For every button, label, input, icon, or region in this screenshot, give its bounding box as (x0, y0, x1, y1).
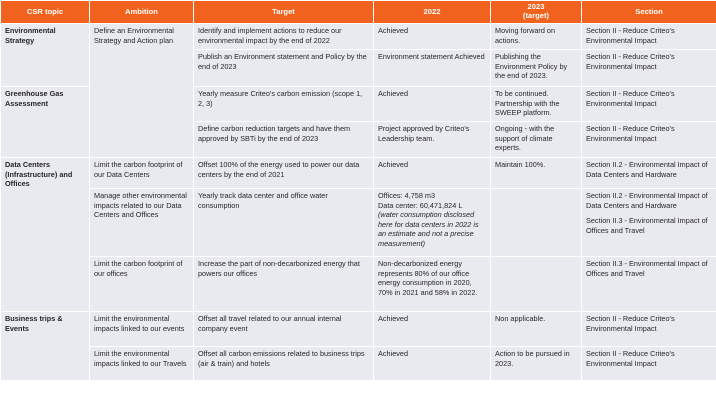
header-ambition: Ambition (90, 1, 193, 23)
header-target: Target (194, 1, 373, 23)
section-cell: Section II - Reduce Criteo's Environment… (582, 347, 716, 380)
section-offices-travel: Section II.3 - Environmental Impact of O… (586, 216, 708, 235)
status-2022-cell: Achieved (374, 87, 490, 121)
target-cell: Offset all travel related to our annual … (194, 312, 373, 346)
section-cell: Section II.3 - Environmental Impact of O… (582, 257, 716, 311)
target-cell: Offset all carbon emissions related to b… (194, 347, 373, 380)
section-cell: Section II - Reduce Criteo's Environment… (582, 312, 716, 346)
status-2022-cell: Environment statement Achieved (374, 50, 490, 86)
header-csr-topic: CSR topic (1, 1, 89, 23)
status-2022-cell: Project approved by Criteo's Leadership … (374, 122, 490, 157)
topic-environmental-strategy: Environmental Strategy (1, 24, 89, 86)
target-2023-cell: Moving forward on actions. (491, 24, 581, 49)
csr-table: CSR topic Ambition Target 2022 2023 (tar… (0, 0, 716, 381)
section-cell: Section II.2 - Environmental Impact of D… (582, 189, 716, 256)
status-2022-cell: Non-decarbonized energy represents 80% o… (374, 257, 490, 311)
section-cell: Section II - Reduce Criteo's Environment… (582, 122, 716, 157)
ambition-limit-travels: Limit the environmental impacts linked t… (90, 347, 193, 380)
section-cell: Section II - Reduce Criteo's Environment… (582, 50, 716, 86)
target-2023-cell: Maintain 100%. (491, 158, 581, 188)
status-2022-cell: Achieved (374, 24, 490, 49)
header-2023-year: 2023 (527, 2, 545, 12)
target-2023-cell: Action to be pursued in 2023. (491, 347, 581, 380)
table-row: Manage other environmental impacts relat… (1, 189, 716, 256)
target-cell: Yearly measure Criteo's carbon emission … (194, 87, 373, 121)
topic-greenhouse-gas: Greenhouse Gas Assessment (1, 87, 89, 157)
header-section: Section (582, 1, 716, 23)
target-2023-cell (491, 257, 581, 311)
section-cell: Section II - Reduce Criteo's Environment… (582, 87, 716, 121)
target-2023-cell: Publishing the Environment Policy by the… (491, 50, 581, 86)
status-2022-cell: Achieved (374, 347, 490, 380)
target-cell: Define carbon reduction targets and have… (194, 122, 373, 157)
ambition-define-strategy: Define an Environmental Strategy and Act… (90, 24, 193, 157)
header-2023-sub: (target) (522, 11, 550, 20)
water-offices: Offices: 4,758 m3 (378, 191, 436, 200)
table-row: Environmental Strategy Define an Environ… (1, 24, 716, 157)
status-2022-cell: Achieved (374, 158, 490, 188)
status-2022-cell: Offices: 4,758 m3 Data center: 60,471,82… (374, 189, 490, 256)
target-2023-cell: To be continued. Partnership with the SW… (491, 87, 581, 121)
header-row: CSR topic Ambition Target 2022 2023 (tar… (1, 1, 716, 23)
status-2022-cell: Achieved (374, 312, 490, 346)
header-2022: 2022 (374, 1, 490, 23)
target-cell: Publish an Environment statement and Pol… (194, 50, 373, 86)
target-cell: Yearly track data center and office wate… (194, 189, 373, 256)
table-row: Limit the environmental impacts linked t… (1, 347, 716, 380)
ambition-limit-datacenters: Limit the carbon footprint of our Data C… (90, 158, 193, 188)
target-2023-cell (491, 189, 581, 256)
target-2023-cell: Ongoing - with the support of climate ex… (491, 122, 581, 157)
target-cell: Increase the part of non-decarbonized en… (194, 257, 373, 311)
target-cell: Identify and implement actions to reduce… (194, 24, 373, 49)
section-cell: Section II.2 - Environmental Impact of D… (582, 158, 716, 188)
section-cell: Section II - Reduce Criteo's Environment… (582, 24, 716, 49)
topic-business-trips: Business trips & Events (1, 312, 89, 380)
table-row: Data Centers (Infrastructure) and Office… (1, 158, 716, 311)
table-row: Limit the carbon footprint of our office… (1, 257, 716, 311)
water-datacenter: Data center: 60,471,824 L (378, 200, 463, 210)
table-row: Publish an Environment statement and Pol… (1, 50, 716, 86)
table-row: Define carbon reduction targets and have… (1, 122, 716, 157)
topic-data-centers: Data Centers (Infrastructure) and Office… (1, 158, 89, 311)
table-row: Business trips & Events Limit the enviro… (1, 312, 716, 380)
target-cell: Offset 100% of the energy used to power … (194, 158, 373, 188)
water-note: (water consumption disclosed here for da… (378, 210, 479, 248)
target-2023-cell: Non applicable. (491, 312, 581, 346)
section-dc-hardware: Section II.2 - Environmental Impact of D… (586, 191, 708, 210)
ambition-limit-offices: Limit the carbon footprint of our office… (90, 257, 193, 311)
table-row: Greenhouse Gas Assessment Yearly measure… (1, 87, 716, 157)
header-2023: 2023 (target) (491, 1, 581, 23)
ambition-limit-events: Limit the environmental impacts linked t… (90, 312, 193, 346)
ambition-manage-other: Manage other environmental impacts relat… (90, 189, 193, 256)
